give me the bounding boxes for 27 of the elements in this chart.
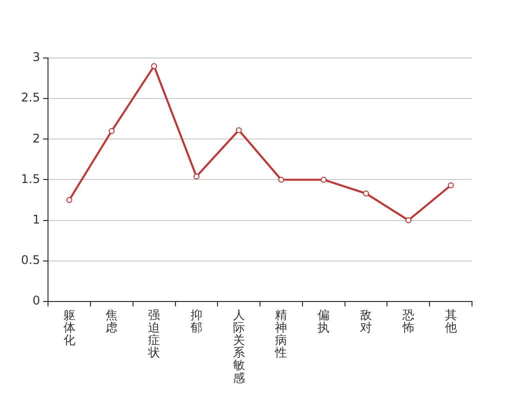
point	[448, 182, 454, 188]
x-tick-label: 人际关系敏感	[232, 308, 245, 385]
point	[405, 217, 412, 224]
point	[278, 176, 284, 183]
x-tick-label: 其他	[444, 308, 457, 334]
y-tick-label: 3	[32, 50, 40, 64]
x-tick-label: 躯体化	[63, 308, 76, 348]
point	[363, 190, 370, 196]
x-tick-label: 抑郁	[190, 308, 202, 334]
point	[193, 173, 200, 180]
y-tick-label: 2	[32, 131, 40, 146]
y-tick-label: 0	[32, 294, 40, 308]
point	[108, 128, 115, 134]
y-tick-label: 0.5	[20, 252, 40, 267]
point	[236, 127, 242, 134]
point	[151, 63, 158, 70]
y-tick-label: 1	[32, 212, 40, 226]
x-tick-label: 恐怖	[401, 308, 414, 334]
x-tick-label: 偏执	[318, 308, 330, 334]
x-tick-label: 精神病性	[274, 308, 288, 360]
x-tick-label: 强迫症状	[147, 308, 160, 360]
y-tick-label: 2.5	[20, 90, 40, 105]
x-tick-label: 焦虑	[106, 308, 118, 334]
x-tick-label: 敌对	[360, 308, 372, 334]
point	[320, 176, 327, 183]
point	[66, 196, 72, 203]
y-tick-label: 1.5	[20, 172, 40, 186]
